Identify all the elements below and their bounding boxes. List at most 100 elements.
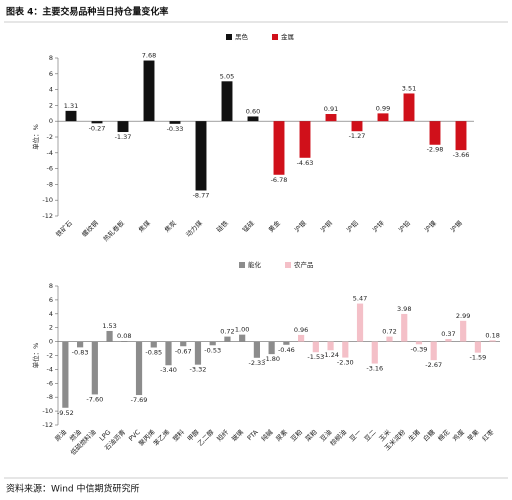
value-label: 0.08 [117, 332, 131, 340]
y-axis-label: 单位：% [31, 343, 40, 369]
bar [169, 121, 181, 124]
x-tick-label: 白糖 [421, 427, 437, 443]
x-tick-label: 豆粕 [288, 427, 304, 443]
bar [298, 334, 305, 342]
bar [253, 341, 260, 358]
y-tick-label: 0 [49, 117, 53, 125]
bar [283, 341, 290, 345]
value-label: -2.30 [337, 359, 354, 367]
value-label: -3.16 [366, 365, 383, 373]
y-tick-label: 6 [49, 296, 53, 304]
x-tick-label: 黄金 [266, 218, 282, 234]
y-tick-label: 0 [49, 338, 53, 346]
value-label: -0.85 [145, 349, 162, 357]
bar [62, 341, 69, 408]
bar [325, 114, 337, 122]
value-label: 3.98 [397, 305, 411, 313]
bar [91, 121, 103, 124]
bar [299, 121, 311, 158]
value-label: -6.78 [271, 176, 288, 184]
bar [455, 121, 467, 151]
x-tick-label: 塑料 [171, 427, 187, 443]
bar [77, 341, 84, 348]
bar [268, 341, 275, 355]
bar [91, 341, 98, 395]
y-tick-label: 8 [49, 282, 53, 290]
bar [371, 341, 378, 364]
legend-label: 农产品 [294, 260, 314, 269]
bar [377, 113, 389, 122]
bar [121, 341, 128, 342]
y-tick-label: 4 [49, 86, 53, 94]
y-tick-label: -8 [47, 180, 53, 188]
bar [445, 339, 452, 342]
value-label: -1.80 [263, 355, 280, 363]
x-tick-label: 焦煤 [136, 218, 152, 234]
value-label: 7.68 [142, 52, 156, 60]
x-tick-label: 锰硅 [240, 218, 256, 234]
bar [165, 341, 172, 366]
value-label: -4.63 [297, 159, 314, 167]
x-tick-label: 铁矿石 [54, 218, 75, 239]
y-tick-label: -2 [47, 133, 53, 141]
bar [489, 340, 496, 342]
bar [247, 116, 259, 122]
bar [180, 341, 187, 347]
bar [273, 121, 285, 175]
x-tick-label: 棉花 [436, 427, 452, 443]
value-label: -1.53 [307, 353, 324, 361]
y-tick-label: 6 [49, 70, 53, 78]
value-label: -0.67 [175, 347, 192, 355]
bar [351, 121, 363, 132]
x-tick-label: 苹果 [465, 427, 481, 443]
value-label: -0.33 [167, 125, 184, 133]
bar [221, 81, 233, 122]
x-tick-label: 沪铜 [318, 218, 334, 234]
y-tick-label: 4 [49, 310, 53, 318]
y-tick-label: -4 [47, 149, 53, 157]
legend-swatch [285, 262, 291, 268]
value-label: 2.99 [456, 312, 470, 320]
bar [209, 341, 216, 346]
bar [135, 341, 143, 396]
bar [239, 334, 246, 342]
bar [327, 341, 334, 351]
value-label: -3.66 [453, 151, 470, 159]
value-label: 5.47 [353, 295, 367, 303]
y-tick-label: 2 [49, 101, 53, 109]
legend-swatch [226, 34, 232, 40]
x-tick-label: 生猪 [406, 427, 422, 443]
value-label: 1.31 [64, 102, 78, 110]
x-tick-label: 螺纹钢 [80, 218, 101, 239]
x-tick-label: 沪铅 [396, 218, 412, 234]
value-label: 0.60 [246, 107, 260, 115]
legend-swatch [272, 34, 278, 40]
x-tick-label: 沪锌 [370, 218, 386, 234]
x-tick-label: 原油 [53, 427, 69, 443]
y-tick-label: -10 [42, 407, 53, 415]
source: 资料来源：Wind 中信期货研究所 [6, 483, 139, 495]
y-tick-label: -12 [42, 421, 53, 429]
x-tick-label: 短纤 [215, 427, 231, 443]
value-label: -0.39 [411, 345, 428, 353]
x-tick-label: 热轧卷板 [101, 218, 126, 243]
value-label: 5.05 [220, 72, 234, 80]
x-tick-label: 苯乙烯 [151, 427, 172, 448]
value-label: -8.77 [193, 191, 210, 199]
bar [195, 121, 207, 191]
y-tick-label: -12 [42, 212, 53, 220]
value-label: -0.83 [72, 348, 89, 356]
bar [429, 121, 441, 145]
y-tick-label: -6 [47, 165, 53, 173]
x-tick-label: 沪铝 [344, 218, 360, 234]
bar [224, 336, 231, 342]
x-tick-label: 菜粕 [303, 427, 319, 443]
x-tick-label: 沪银 [292, 218, 308, 234]
x-tick-label: 硅铁 [214, 218, 230, 234]
y-tick-label: -8 [47, 393, 53, 401]
x-tick-label: 沪锡 [448, 218, 464, 234]
x-tick-label: 尿素 [274, 427, 290, 443]
value-label: 3.51 [402, 84, 416, 92]
